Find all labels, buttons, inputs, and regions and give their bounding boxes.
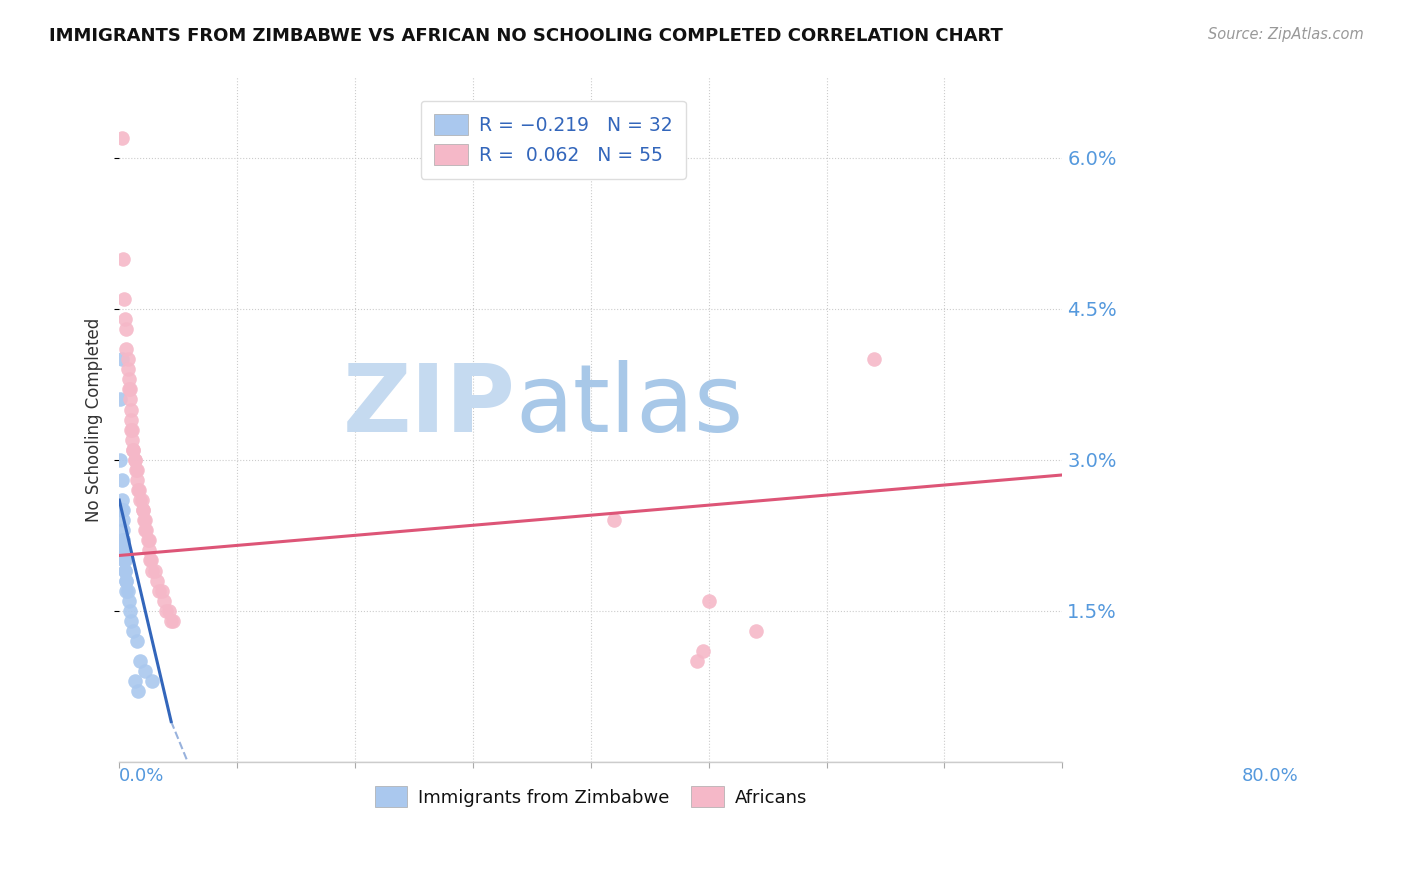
Point <box>127 483 149 497</box>
Point <box>112 553 135 567</box>
Point <box>112 543 135 558</box>
Point <box>128 483 150 497</box>
Point <box>686 654 709 668</box>
Point <box>153 593 176 607</box>
Point <box>124 453 146 467</box>
Point <box>134 664 156 678</box>
Y-axis label: No Schooling Completed: No Schooling Completed <box>86 318 103 522</box>
Point <box>129 493 152 508</box>
Point <box>111 533 134 548</box>
Point <box>114 312 136 326</box>
Point <box>111 503 134 517</box>
Point <box>111 513 134 527</box>
Text: IMMIGRANTS FROM ZIMBABWE VS AFRICAN NO SCHOOLING COMPLETED CORRELATION CHART: IMMIGRANTS FROM ZIMBABWE VS AFRICAN NO S… <box>49 27 1002 45</box>
Point <box>143 564 166 578</box>
Point <box>160 614 183 628</box>
Point <box>136 533 159 548</box>
Point <box>120 412 142 426</box>
Point <box>141 564 163 578</box>
Point <box>111 473 134 487</box>
Point <box>110 453 132 467</box>
Text: 0.0%: 0.0% <box>120 767 165 785</box>
Point <box>111 352 134 367</box>
Point <box>157 604 180 618</box>
Point <box>112 292 135 306</box>
Point <box>125 463 148 477</box>
Point <box>148 583 170 598</box>
Point <box>118 604 141 618</box>
Point <box>162 614 184 628</box>
Point <box>697 593 720 607</box>
Point <box>125 634 148 648</box>
Point <box>115 574 138 588</box>
Point <box>112 543 135 558</box>
Point <box>745 624 768 638</box>
Text: atlas: atlas <box>516 359 744 452</box>
Point <box>603 513 626 527</box>
Point <box>115 342 138 356</box>
Point <box>127 684 149 698</box>
Point <box>114 564 136 578</box>
Point <box>118 392 141 407</box>
Text: Source: ZipAtlas.com: Source: ZipAtlas.com <box>1208 27 1364 42</box>
Point <box>138 533 160 548</box>
Point <box>120 423 142 437</box>
Point <box>134 524 156 538</box>
Point <box>118 383 141 397</box>
Point <box>115 583 138 598</box>
Point <box>129 654 152 668</box>
Point <box>114 564 136 578</box>
Point <box>111 252 134 266</box>
Point <box>138 543 160 558</box>
Point <box>118 383 141 397</box>
Point <box>118 372 141 386</box>
Point <box>117 583 139 598</box>
Point <box>120 614 142 628</box>
Point <box>121 433 143 447</box>
Legend: Immigrants from Zimbabwe, Africans: Immigrants from Zimbabwe, Africans <box>367 779 814 814</box>
Point <box>121 423 143 437</box>
Point <box>117 362 139 376</box>
Point <box>132 513 155 527</box>
Point <box>132 503 155 517</box>
Point <box>110 392 132 407</box>
Point <box>122 624 145 638</box>
Point <box>117 352 139 367</box>
Point <box>131 493 153 508</box>
Point <box>124 674 146 689</box>
Point <box>118 593 141 607</box>
Point <box>125 463 148 477</box>
Point <box>112 553 135 567</box>
Point <box>122 442 145 457</box>
Point <box>139 553 162 567</box>
Point <box>146 574 169 588</box>
Point <box>132 503 155 517</box>
Point <box>155 604 177 618</box>
Point <box>115 322 138 336</box>
Point <box>120 402 142 417</box>
Point <box>139 553 162 567</box>
Point <box>111 524 134 538</box>
Point <box>111 533 134 548</box>
Point <box>111 131 134 145</box>
Point <box>141 674 163 689</box>
Point <box>692 644 714 658</box>
Point <box>122 442 145 457</box>
Point <box>115 574 138 588</box>
Point <box>150 583 173 598</box>
Point <box>124 453 146 467</box>
Point <box>134 513 156 527</box>
Point <box>111 503 134 517</box>
Text: 80.0%: 80.0% <box>1241 767 1298 785</box>
Text: ZIP: ZIP <box>343 359 516 452</box>
Point <box>111 493 134 508</box>
Point <box>114 553 136 567</box>
Point <box>862 352 884 367</box>
Point <box>125 473 148 487</box>
Point <box>135 524 157 538</box>
